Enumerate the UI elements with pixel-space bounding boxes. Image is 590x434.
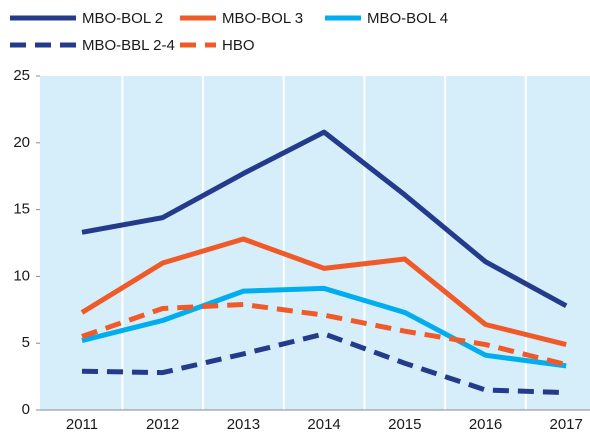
x-tick-label: 2017 [550,416,583,433]
y-tick-label: 15 [13,201,30,218]
y-tick-label: 25 [13,67,30,84]
x-tick-label: 2012 [146,416,179,433]
x-tick-label: 2011 [66,416,98,433]
plot-background [40,76,590,410]
legend-label: MBO-BOL 4 [367,10,448,27]
x-tick-label: 2014 [307,416,340,433]
legend-label: MBO-BOL 2 [82,10,163,27]
series-line [81,129,568,308]
series-line [81,285,567,369]
y-tick-label: 5 [22,334,30,351]
legend-label: MBO-BOL 3 [222,10,303,27]
x-tick-label: 2016 [469,416,502,433]
y-tick-label: 10 [13,267,30,284]
x-tick-label: 2015 [388,416,421,433]
y-tick-label: 0 [22,401,30,418]
series-line [80,236,567,347]
series-line [81,301,567,368]
legend-label: MBO-BBL 2-4 [82,37,175,54]
series-line [81,331,567,396]
legend-label: HBO [222,37,255,54]
x-tick-label: 2013 [227,416,260,433]
y-tick-label: 20 [13,134,30,151]
